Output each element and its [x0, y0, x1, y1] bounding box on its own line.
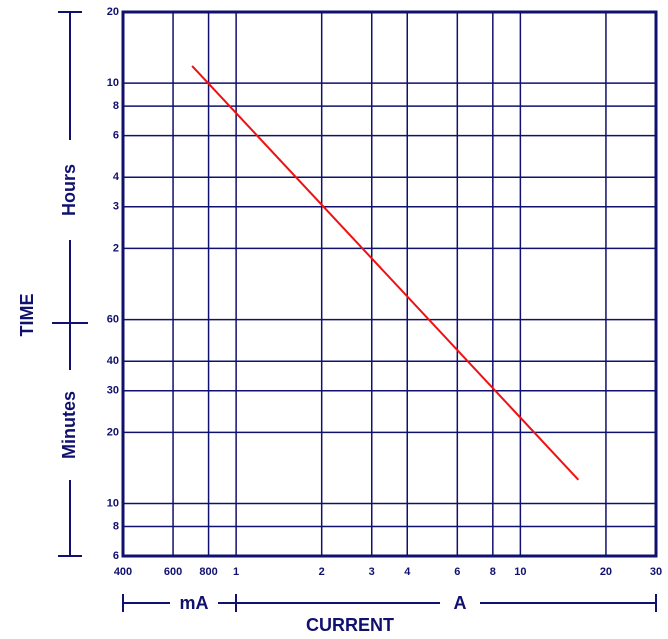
- y-unit-label: Hours: [59, 164, 79, 216]
- y-tick-label: 3: [113, 201, 119, 213]
- y-tick-label: 30: [107, 385, 119, 397]
- y-tick-label: 10: [107, 77, 119, 89]
- x-tick-label: 10: [514, 566, 526, 578]
- x-tick-label: 20: [600, 566, 612, 578]
- y-tick-label: 2: [113, 242, 119, 254]
- x-tick-label: 600: [164, 566, 182, 578]
- x-tick-label: 2: [319, 566, 325, 578]
- x-tick-label: 400: [114, 566, 132, 578]
- x-tick-label: 6: [454, 566, 460, 578]
- x-tick-label: 8: [490, 566, 496, 578]
- y-tick-label: 6: [113, 550, 119, 562]
- y-unit-label: Minutes: [59, 391, 79, 459]
- x-tick-label: 1: [233, 566, 239, 578]
- x-tick-label: 800: [199, 566, 217, 578]
- x-unit-label: A: [454, 593, 467, 613]
- y-axis-label: TIME: [17, 294, 37, 337]
- y-tick-label: 40: [107, 355, 119, 367]
- y-tick-label: 20: [107, 426, 119, 438]
- plot-border: [121, 10, 658, 558]
- x-unit-label: mA: [179, 593, 208, 613]
- y-tick-label: 8: [113, 520, 119, 532]
- curve: [191, 65, 580, 481]
- y-tick-label: 60: [107, 313, 119, 325]
- axis-brackets: [52, 11, 657, 612]
- x-tick-label: 3: [369, 566, 375, 578]
- y-tick-label: 8: [113, 100, 119, 112]
- y-tick-label: 6: [113, 130, 119, 142]
- y-tick-label: 4: [113, 171, 120, 183]
- y-tick-label: 20: [107, 6, 119, 18]
- x-tick-label: 30: [650, 566, 662, 578]
- y-tick-label: 10: [107, 497, 119, 509]
- x-axis-label: CURRENT: [306, 615, 394, 635]
- x-tick-label: 4: [404, 566, 411, 578]
